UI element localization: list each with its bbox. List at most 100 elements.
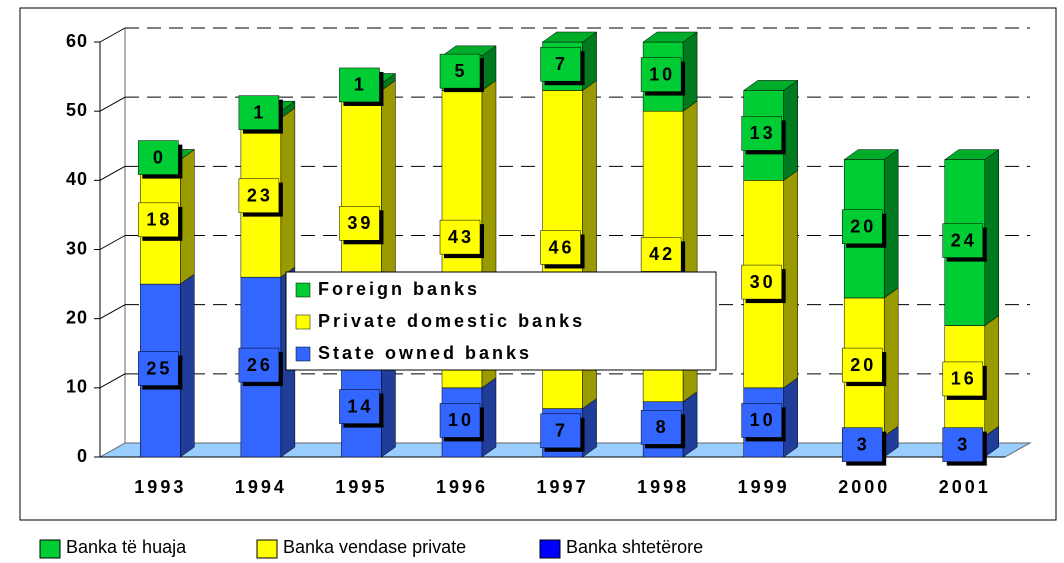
data-label: 42	[649, 244, 675, 264]
data-label: 25	[146, 358, 172, 378]
x-tick-label: 1996	[436, 477, 488, 497]
data-label: 14	[347, 396, 373, 416]
bar-top	[642, 31, 698, 43]
label-box	[640, 57, 682, 92]
data-label: 1	[253, 102, 266, 122]
data-label: 7	[555, 421, 568, 441]
legend-label: State owned banks	[318, 343, 532, 363]
legend-label: Foreign banks	[318, 279, 480, 299]
legend-swatch	[539, 539, 561, 559]
label-box	[741, 116, 782, 151]
label-box	[942, 427, 984, 462]
x-tick-label: 1998	[637, 477, 689, 497]
label-box	[741, 403, 782, 438]
data-label: 13	[750, 123, 776, 143]
label-box	[339, 389, 380, 424]
label-box	[439, 403, 481, 438]
label-box	[841, 347, 883, 383]
label-box	[238, 95, 280, 130]
bar-side	[783, 169, 798, 389]
data-label: 18	[146, 210, 172, 230]
x-tick-label: 1994	[235, 477, 287, 497]
label-box	[540, 230, 581, 265]
data-label: 30	[750, 272, 776, 292]
label-box	[540, 46, 581, 82]
data-label: 23	[247, 185, 273, 205]
label-box	[640, 237, 682, 272]
x-tick-label: 1993	[134, 477, 186, 497]
grid-line	[99, 235, 126, 250]
y-tick-label: 20	[66, 307, 88, 327]
bar-side	[783, 79, 798, 181]
label-box	[640, 410, 682, 445]
label-box	[841, 427, 883, 462]
label-box	[238, 347, 280, 383]
label-box	[339, 206, 380, 241]
bar-side	[481, 377, 497, 458]
label-box	[540, 413, 581, 449]
legend-label: Banka shtetërore	[566, 537, 703, 557]
legend-swatch	[256, 539, 278, 559]
data-label: 10	[649, 64, 675, 84]
label-box	[741, 264, 782, 300]
data-label: 24	[951, 230, 977, 250]
bar-side	[280, 107, 296, 278]
data-label: 26	[247, 355, 273, 375]
legend-swatch	[295, 346, 311, 362]
data-label: 39	[347, 213, 373, 233]
legend-label: Banka të huaja	[66, 537, 187, 557]
data-label: 20	[850, 217, 876, 237]
y-tick-label: 40	[66, 169, 88, 189]
label-box	[339, 67, 380, 103]
data-label: 10	[448, 410, 474, 430]
y-tick-label: 60	[66, 31, 88, 51]
bar-side	[783, 377, 798, 458]
label-box	[138, 351, 179, 386]
bar-side	[984, 149, 1000, 327]
grid-line	[99, 27, 126, 43]
bar-top	[541, 31, 598, 43]
label-box	[138, 202, 179, 238]
bar-top	[742, 80, 799, 91]
data-label: 20	[850, 355, 876, 375]
bar-side	[883, 149, 899, 299]
bar-top	[843, 149, 900, 160]
x-tick-label: 2001	[939, 477, 991, 497]
legend-label: Private domestic banks	[318, 311, 585, 331]
legend-label: Banka vendase private	[283, 537, 466, 557]
legend-swatch	[295, 282, 311, 298]
grid-line	[99, 373, 126, 389]
grid-line	[99, 304, 126, 320]
label-box	[439, 53, 481, 89]
data-label: 43	[448, 227, 474, 247]
label-box	[942, 223, 984, 258]
grid-line	[99, 96, 126, 112]
label-box	[942, 361, 984, 397]
legend-swatch	[295, 314, 311, 330]
y-tick-label: 0	[77, 446, 88, 466]
label-box	[238, 178, 280, 213]
data-label: 3	[957, 434, 970, 454]
data-label: 8	[656, 417, 669, 437]
data-label: 5	[454, 61, 467, 81]
bar-side	[984, 315, 1000, 437]
bar-side	[180, 273, 195, 458]
data-label: 0	[153, 147, 166, 167]
x-tick-label: 1997	[537, 477, 589, 497]
x-tick-label: 1999	[738, 477, 790, 497]
y-tick-label: 30	[66, 238, 88, 258]
legend-swatch	[39, 539, 61, 559]
bar-side	[883, 287, 899, 437]
label-box	[138, 140, 179, 175]
data-label: 3	[857, 434, 870, 454]
data-label: 10	[750, 410, 776, 430]
label-box	[841, 209, 883, 244]
y-tick-label: 10	[66, 377, 88, 397]
bar-side	[682, 391, 698, 458]
bar-side	[180, 149, 195, 285]
bar-top	[943, 149, 1000, 160]
grid-line	[99, 165, 126, 181]
legend	[285, 271, 717, 371]
label-box	[439, 219, 481, 255]
